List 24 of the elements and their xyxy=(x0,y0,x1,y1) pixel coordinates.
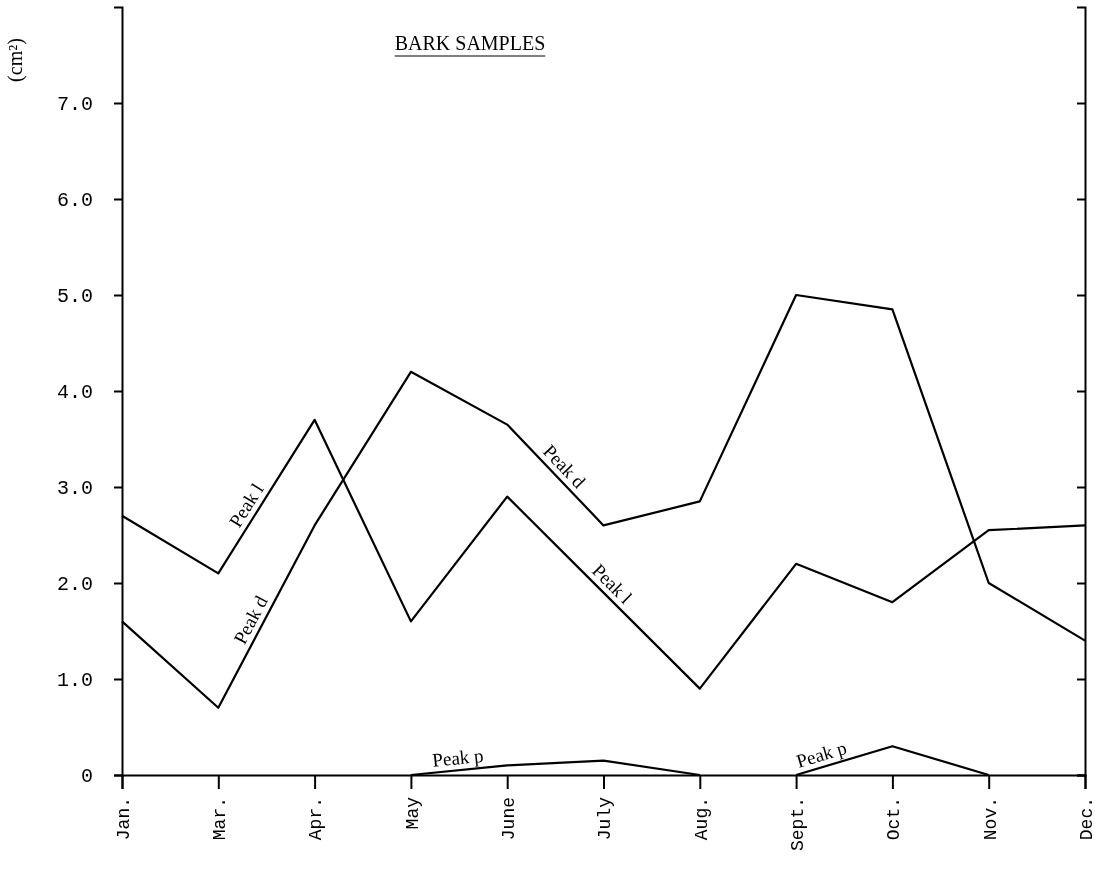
x-tick-label: Mar. xyxy=(210,797,231,841)
x-tick-label: June xyxy=(499,797,519,841)
x-tick-label: Dec. xyxy=(1076,797,1095,841)
y-tick-label: 7.0 xyxy=(56,92,93,116)
text: BARK SAMPLES xyxy=(394,32,546,54)
y-tick-label: 1.0 xyxy=(56,668,93,692)
x-tick-label: Oct. xyxy=(884,797,905,841)
y-tick-label: 3.0 xyxy=(56,476,93,500)
text: Peak d xyxy=(229,592,272,648)
y-tick-label: 6.0 xyxy=(56,188,93,212)
x-tick-label: Jan. xyxy=(113,797,134,841)
y-tick-label: 2.0 xyxy=(56,572,93,596)
x-tick-label: July xyxy=(595,796,616,841)
y-tick-label: 5.0 xyxy=(56,284,93,308)
text: Peak p xyxy=(431,744,485,771)
x-tick-label: Nov. xyxy=(980,797,1001,841)
y-tick-label: 0 xyxy=(80,764,93,788)
text: Peak p xyxy=(793,736,849,772)
y-axis-title: (cm²) xyxy=(4,38,27,82)
x-tick-label: Apr. xyxy=(306,797,327,841)
x-tick-label: Sept. xyxy=(787,797,808,852)
x-tick-label: Aug. xyxy=(691,797,712,841)
y-tick-label: 4.0 xyxy=(56,380,93,404)
x-tick-label: May xyxy=(402,796,423,830)
